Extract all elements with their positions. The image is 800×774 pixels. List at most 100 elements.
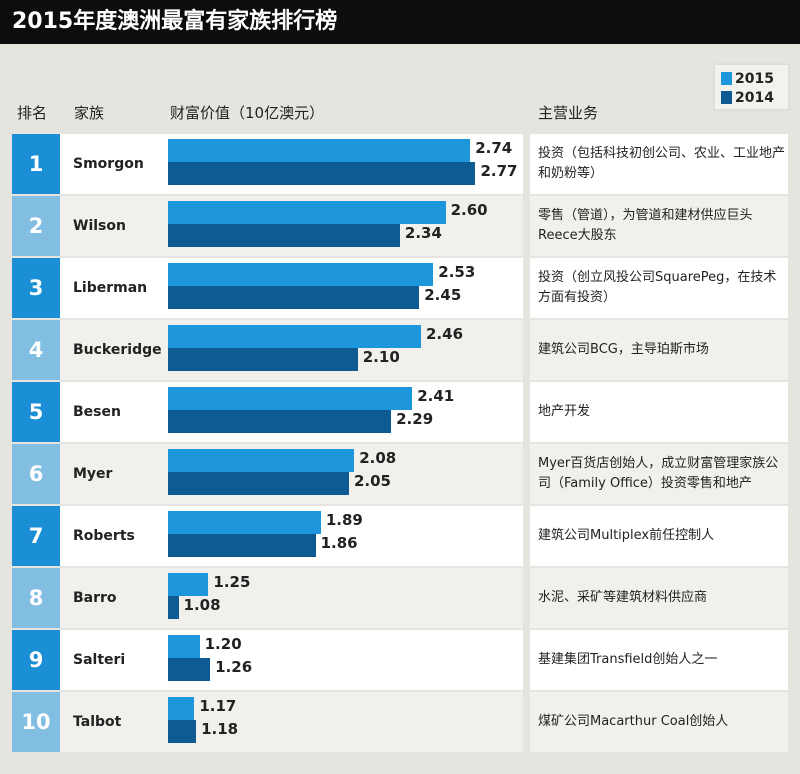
rank-badge: 8 [12, 568, 60, 628]
family-name: Buckeridge [60, 320, 162, 380]
value-label-2014: 1.86 [320, 534, 358, 552]
business-text: Myer百货店创始人，成立财富管理家族公司（Family Office）投资零售… [538, 456, 779, 491]
bar-group: 2.41 2.29 [162, 382, 523, 442]
rank-badge: 5 [12, 382, 60, 442]
family-name: Smorgon [60, 134, 162, 194]
family-name: Besen [60, 382, 162, 442]
legend-swatch-2014 [721, 91, 732, 104]
legend-label-2015: 2015 [735, 70, 774, 87]
rank-badge: 9 [12, 630, 60, 690]
value-label-2014: 2.77 [480, 162, 518, 180]
value-label-2014: 1.26 [215, 658, 253, 676]
value-label-2015: 2.74 [475, 139, 513, 157]
table-row: 2 Wilson 2.60 2.34 零售（管道），为管道和建材供应巨头Reece… [12, 196, 788, 256]
chart-title: 2015年度澳洲最富有家族排行榜 [0, 0, 800, 44]
business-description: 建筑公司Multiplex前任控制人 [530, 506, 788, 566]
bar-2014 [168, 596, 179, 619]
table-row: 9 Salteri 1.20 1.26 基建集团Transfield创始人之一 [12, 630, 788, 690]
business-description: Myer百货店创始人，成立财富管理家族公司（Family Office）投资零售… [530, 444, 788, 504]
bar-2014 [168, 348, 358, 371]
rank-badge: 10 [12, 692, 60, 752]
bar-group: 2.46 2.10 [162, 320, 523, 380]
table-row: 8 Barro 1.25 1.08 水泥、采矿等建筑材料供应商 [12, 568, 788, 628]
bar-2014 [168, 534, 316, 557]
value-label-2015: 2.41 [417, 387, 455, 405]
bar-2015 [168, 201, 446, 224]
family-name: Myer [60, 444, 162, 504]
business-text: 零售（管道），为管道和建材供应巨头Reece大股东 [538, 208, 753, 243]
business-description: 基建集团Transfield创始人之一 [530, 630, 788, 690]
family-name: Barro [60, 568, 162, 628]
family-name: Roberts [60, 506, 162, 566]
value-label-2014: 2.45 [424, 286, 462, 304]
bar-2015 [168, 387, 413, 410]
bar-2015 [168, 573, 209, 596]
family-name: Talbot [60, 692, 162, 752]
bar-2014 [168, 720, 197, 743]
table-row: 5 Besen 2.41 2.29 地产开发 [12, 382, 788, 442]
business-description: 零售（管道），为管道和建材供应巨头Reece大股东 [530, 196, 788, 256]
legend-item-2015: 2015 [721, 69, 782, 88]
business-text: 投资（包括科技初创公司、农业、工业地产和奶粉等） [538, 146, 786, 181]
bar-2015 [168, 325, 421, 348]
table-row: 6 Myer 2.08 2.05 Myer百货店创始人，成立财富管理家族公司（Fa… [12, 444, 788, 504]
bar-group: 1.17 1.18 [162, 692, 523, 752]
business-text: 投资（创立风投公司SquarePeg，在技术方面有投资） [538, 270, 777, 305]
table-row: 10 Talbot 1.17 1.18 煤矿公司Macarthur Coal创始人 [12, 692, 788, 752]
business-text: 地产开发 [538, 404, 591, 419]
value-label-2014: 2.29 [396, 410, 434, 428]
rank-badge: 6 [12, 444, 60, 504]
value-label-2015: 2.08 [359, 449, 397, 467]
value-label-2015: 1.89 [325, 511, 363, 529]
bar-group: 2.53 2.45 [162, 258, 523, 318]
bar-2014 [168, 658, 211, 681]
rank-badge: 7 [12, 506, 60, 566]
header-wealth: 财富价值（10亿澳元） [170, 104, 325, 122]
bar-2015 [168, 263, 434, 286]
bar-2014 [168, 472, 349, 495]
business-text: 建筑公司Multiplex前任控制人 [538, 528, 715, 543]
business-description: 水泥、采矿等建筑材料供应商 [530, 568, 788, 628]
family-name: Wilson [60, 196, 162, 256]
value-label-2014: 1.08 [183, 596, 221, 614]
bar-group: 2.08 2.05 [162, 444, 523, 504]
table-row: 1 Smorgon 2.74 2.77 投资（包括科技初创公司、农业、工业地产和奶… [12, 134, 788, 194]
rank-badge: 3 [12, 258, 60, 318]
legend-swatch-2015 [721, 72, 732, 85]
bar-2015 [168, 635, 200, 658]
value-label-2015: 1.25 [213, 573, 251, 591]
header-business: 主营业务 [538, 104, 599, 122]
value-label-2015: 1.20 [204, 635, 242, 653]
value-label-2015: 2.60 [450, 201, 488, 219]
value-label-2014: 2.10 [362, 348, 400, 366]
bar-2014 [168, 224, 400, 247]
bar-group: 1.20 1.26 [162, 630, 523, 690]
rank-badge: 2 [12, 196, 60, 256]
business-description: 投资（包括科技初创公司、农业、工业地产和奶粉等） [530, 134, 788, 194]
rank-badge: 1 [12, 134, 60, 194]
business-description: 煤矿公司Macarthur Coal创始人 [530, 692, 788, 752]
rank-badge: 4 [12, 320, 60, 380]
table-row: 3 Liberman 2.53 2.45 投资（创立风投公司SquarePeg，在… [12, 258, 788, 318]
header-rank: 排名 [17, 104, 48, 122]
business-text: 基建集团Transfield创始人之一 [538, 652, 718, 667]
value-label-2015: 2.46 [426, 325, 464, 343]
value-label-2014: 1.18 [201, 720, 239, 738]
bar-2015 [168, 449, 355, 472]
business-description: 地产开发 [530, 382, 788, 442]
bar-group: 1.89 1.86 [162, 506, 523, 566]
bar-group: 2.60 2.34 [162, 196, 523, 256]
business-description: 投资（创立风投公司SquarePeg，在技术方面有投资） [530, 258, 788, 318]
legend-label-2014: 2014 [735, 89, 774, 106]
business-text: 煤矿公司Macarthur Coal创始人 [538, 714, 729, 729]
family-name: Salteri [60, 630, 162, 690]
family-name: Liberman [60, 258, 162, 318]
value-label-2014: 2.34 [404, 224, 442, 242]
business-text: 水泥、采矿等建筑材料供应商 [538, 590, 708, 605]
bar-2015 [168, 139, 471, 162]
bar-2014 [168, 286, 420, 309]
value-label-2015: 2.53 [438, 263, 476, 281]
business-text: 建筑公司BCG，主导珀斯市场 [538, 342, 709, 357]
bar-2014 [168, 162, 476, 185]
bar-2015 [168, 697, 195, 720]
